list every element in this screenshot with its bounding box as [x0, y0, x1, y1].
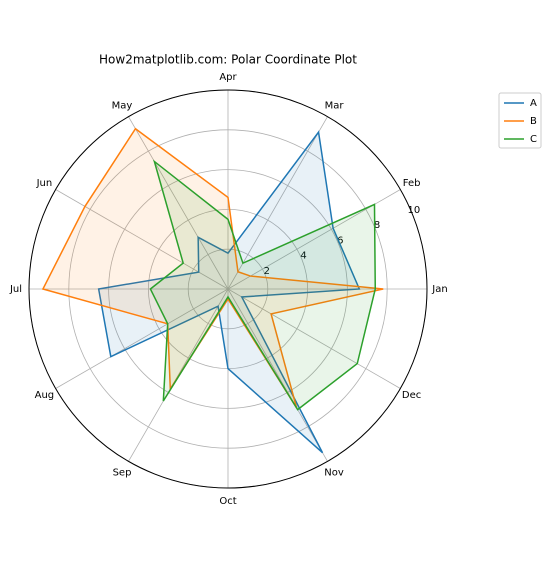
series-line	[149, 159, 377, 411]
category-label: Nov	[324, 468, 344, 479]
category-label: Mar	[325, 100, 345, 111]
legend-label: A	[530, 98, 537, 109]
legend-label: B	[530, 116, 537, 127]
series-fill	[150, 161, 376, 410]
r-tick-label: 2	[264, 266, 270, 277]
polar-frame	[28, 89, 428, 489]
series-line	[97, 130, 361, 454]
grid-spoke	[227, 116, 328, 290]
grid-spoke	[128, 116, 229, 290]
grid-spoke	[55, 288, 229, 389]
category-label: Aug	[35, 390, 55, 401]
r-tick-label: 6	[337, 235, 343, 246]
category-label: Oct	[219, 496, 236, 507]
category-label: Apr	[219, 72, 237, 83]
category-label: Jan	[431, 284, 447, 295]
category-label: Jul	[9, 284, 22, 295]
series-fill	[98, 132, 360, 453]
category-label: Feb	[403, 178, 421, 189]
category-label: Jun	[36, 178, 53, 189]
grid-spoke	[227, 288, 328, 462]
category-label: Dec	[402, 390, 421, 401]
r-tick-label: 4	[300, 251, 306, 262]
category-label: Sep	[113, 468, 132, 479]
r-tick-label: 10	[407, 205, 420, 216]
chart-title: How2matplotlib.com: Polar Coordinate Plo…	[99, 53, 357, 67]
series-fill	[42, 128, 384, 408]
r-tick-label: 8	[374, 220, 380, 231]
grid-spoke	[227, 288, 401, 389]
category-label: May	[112, 100, 133, 111]
legend-label: C	[530, 134, 537, 145]
